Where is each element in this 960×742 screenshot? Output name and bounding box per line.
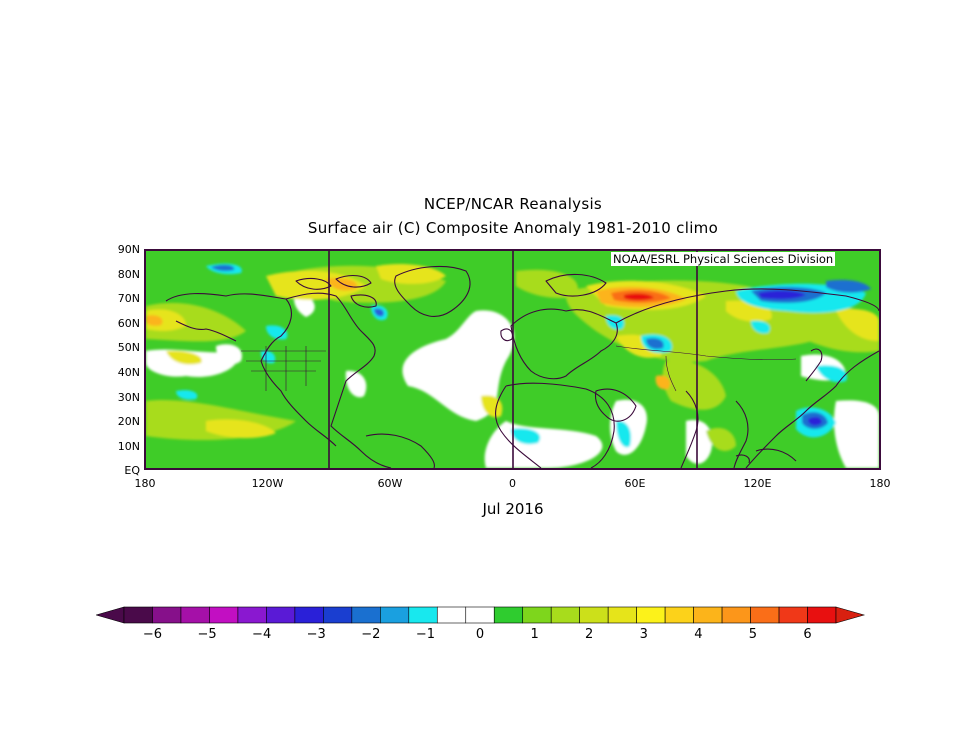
- lat-tick-label: 70N: [117, 292, 140, 306]
- colorbar-swatch: [750, 606, 780, 624]
- near-zero-region: [686, 420, 713, 464]
- strong-warm-region: [326, 278, 357, 291]
- cold-region: [751, 320, 771, 334]
- colorbar-swatch: [579, 606, 609, 624]
- lon-tick-label: 0: [509, 477, 516, 490]
- colorbar-swatch: [522, 606, 552, 624]
- colorbar-over-arrow: [835, 606, 866, 624]
- anomaly-map: [144, 249, 881, 470]
- near-zero-region: [345, 370, 367, 398]
- lat-tick-label: 80N: [117, 267, 140, 281]
- cold-region: [816, 365, 847, 383]
- colorbar-swatch: [351, 606, 381, 624]
- colorbar: [94, 605, 866, 629]
- lat-tick-label: 50N: [117, 341, 140, 355]
- cold-region: [808, 416, 822, 426]
- warm-region: [206, 419, 276, 439]
- colorbar-tick-label: 3: [639, 627, 648, 642]
- cold-region: [826, 279, 871, 293]
- lat-tick-label: EQ: [124, 464, 140, 478]
- cold-region: [211, 264, 235, 271]
- lat-tick-label: 30N: [117, 390, 140, 404]
- warm-region: [266, 270, 366, 300]
- lat-tick-label: 40N: [117, 366, 140, 379]
- colorbar-swatch: [294, 606, 324, 624]
- colorbar-swatch: [465, 606, 495, 624]
- cold-region: [266, 325, 288, 340]
- colorbar-svg: [94, 606, 866, 624]
- near-zero-region: [216, 344, 242, 365]
- warm-region: [836, 309, 879, 341]
- near-zero-region: [402, 310, 515, 421]
- colorbar-swatch: [209, 606, 239, 624]
- colorbar-tick-label: −2: [361, 627, 381, 642]
- strong-warm-region: [146, 315, 163, 326]
- colorbar-tick-label: −4: [252, 627, 272, 642]
- colorbar-swatch: [266, 606, 296, 624]
- lon-tick-label: 60W: [377, 477, 403, 490]
- colorbar-tick-label: 0: [475, 627, 485, 642]
- colorbar-swatch: [323, 606, 353, 624]
- coastlines: [165, 265, 879, 468]
- credit-label: NOAA/ESRL Physical Sciences Division: [611, 252, 836, 266]
- colorbar-swatch: [436, 606, 467, 624]
- colorbar-swatch: [180, 606, 210, 624]
- colorbar-under-arrow: [94, 606, 125, 624]
- meridian-lines: [328, 251, 698, 468]
- strong-warm-region: [655, 375, 671, 390]
- colorbar-tick-label: −1: [415, 627, 435, 642]
- lon-tick-label: 60E: [624, 477, 646, 490]
- lat-tick-label: 60N: [117, 316, 140, 330]
- warm-region: [481, 395, 503, 418]
- colorbar-tick-label: 5: [748, 627, 758, 642]
- cold-region: [646, 338, 664, 349]
- lat-tick-label: 90N: [117, 243, 140, 256]
- date-label: Jul 2016: [482, 500, 544, 518]
- colorbar-swatch: [493, 606, 524, 624]
- colorbar-tick-label: 2: [585, 627, 594, 642]
- lon-tick-label: 180: [869, 477, 891, 490]
- cold-region: [511, 428, 541, 445]
- lat-tick-label: 20N: [117, 415, 140, 429]
- anomaly-map-canvas: [146, 251, 879, 468]
- lon-tick-label: 120W: [251, 477, 284, 490]
- warm-region: [166, 350, 202, 365]
- lon-tick-label: 120E: [743, 477, 772, 490]
- strong-warm-region: [624, 293, 654, 301]
- cold-region: [616, 420, 632, 448]
- cold-region: [374, 308, 384, 317]
- cold-region: [176, 390, 198, 400]
- colorbar-swatch: [380, 606, 410, 624]
- map-title: NCEP/NCAR Reanalysis: [423, 195, 603, 213]
- map-subtitle: Surface air (C) Composite Anomaly 1981-2…: [307, 219, 719, 237]
- light-positive-region: [706, 427, 736, 451]
- colorbar-swatch: [664, 606, 694, 624]
- colorbar-swatch: [807, 606, 837, 624]
- colorbar-tick-label: 4: [694, 627, 703, 642]
- lon-tick-label: 180: [134, 477, 156, 490]
- colorbar-swatch: [693, 606, 723, 624]
- colorbar-tick-label: −6: [142, 627, 163, 642]
- near-zero-region: [834, 400, 879, 468]
- light-positive-region: [516, 269, 578, 298]
- colorbar-swatch: [636, 606, 666, 624]
- colorbar-swatch: [123, 606, 153, 624]
- colorbar-swatch: [607, 606, 637, 624]
- colorbar-swatch: [778, 606, 808, 624]
- warm-region: [376, 264, 446, 284]
- lat-tick-label: 10N: [117, 439, 140, 453]
- colorbar-swatch: [550, 606, 580, 624]
- colorbar-swatch: [237, 606, 267, 624]
- colorbar-tick-label: −3: [306, 627, 326, 642]
- light-positive-region: [662, 360, 726, 410]
- colorbar-tick-label: 6: [803, 627, 812, 642]
- colorbar-tick-label: −5: [197, 627, 217, 642]
- colorbar-swatch: [152, 606, 182, 624]
- colorbar-swatch: [408, 606, 438, 624]
- colorbar-swatch: [721, 606, 751, 624]
- cold-region: [758, 290, 806, 300]
- colorbar-tick-label: 1: [530, 627, 539, 642]
